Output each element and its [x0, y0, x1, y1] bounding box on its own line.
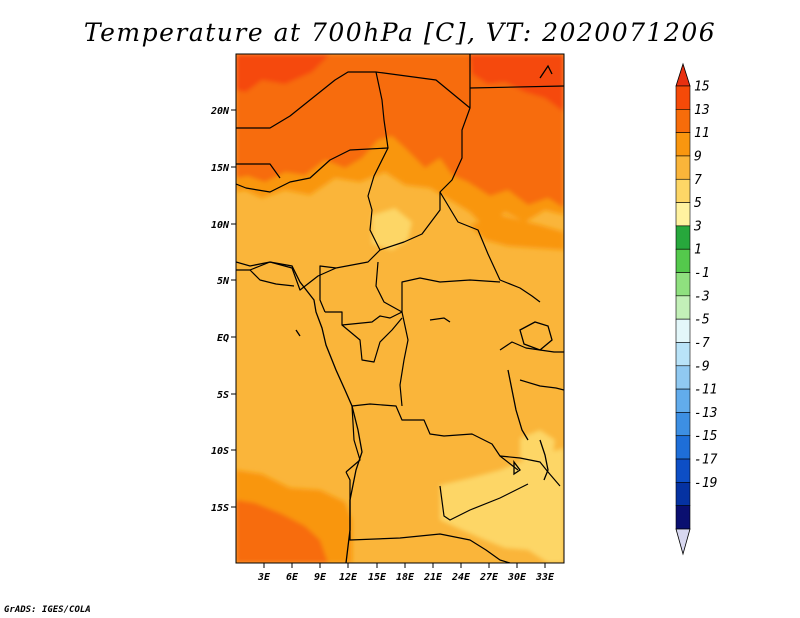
- colorbar-level-label: -1: [694, 266, 710, 281]
- colorbar-cell: [675, 318, 691, 343]
- colorbar-level-label: -19: [694, 476, 717, 491]
- colorbar-cell: [675, 295, 691, 320]
- y-tick-label: 5S: [217, 390, 229, 401]
- colorbar-cell: [675, 388, 691, 413]
- colorbar-level-label: -5: [694, 313, 710, 328]
- map-frame: [235, 53, 565, 564]
- colorbar-cell: [675, 132, 691, 157]
- hot-patch-southwest: [236, 500, 328, 563]
- colorbar-level-label: -13: [694, 406, 717, 421]
- colorbar-cell: [675, 225, 691, 250]
- country-borders: [236, 54, 564, 563]
- y-tick-label: 20N: [210, 106, 230, 117]
- x-tick-label: 24E: [451, 572, 471, 583]
- colorbar-cell: [675, 435, 691, 460]
- colorbar-cell: [675, 482, 691, 506]
- x-tick-label: 12E: [339, 572, 358, 583]
- cool-patch-southeast: [440, 448, 564, 563]
- lake-victoria-outline: [519, 321, 553, 351]
- cool-patch-east-highlands: [520, 430, 555, 466]
- x-tick-label: 15E: [368, 572, 387, 583]
- colorbar-cell: [675, 155, 691, 180]
- colorbar-cell: [675, 342, 691, 367]
- x-tick-label: 3E: [257, 572, 271, 583]
- colorbar-level-label: -7: [694, 336, 710, 351]
- lake-tanganyika-outline: [507, 369, 529, 441]
- y-tick-label: 10S: [211, 446, 229, 457]
- colorbar-level-label: 9: [694, 149, 702, 164]
- x-tick-label: 27E: [479, 572, 499, 583]
- x-tick-label: 21E: [423, 572, 443, 583]
- coastlines: [236, 64, 553, 563]
- colorbar-cell: [675, 365, 691, 390]
- colorbar-cell: [675, 109, 691, 133]
- y-tick-label: 10N: [211, 220, 230, 231]
- colorbar-cell: [675, 412, 691, 437]
- colorbar-level-label: -11: [694, 383, 717, 398]
- colorbar-cell: [675, 248, 691, 273]
- credit-label: GrADS: IGES/COLA: [4, 605, 91, 615]
- x-tick-label: 9E: [314, 572, 327, 583]
- colorbar-level-label: -15: [694, 429, 718, 444]
- x-tick-label: 30E: [507, 572, 527, 583]
- x-axis: 3E 6E 9E 12E 15E 18E 21E 24E 27E 30E 33E: [257, 563, 555, 583]
- y-tick-label: 5N: [217, 276, 230, 287]
- colorbar-labels: 15 13 11 9 7 5 3 1 -1 -3 -5 -7 -9 -11 -13 -15 -17 -19: [693, 80, 718, 491]
- cool-patch-north-central: [372, 208, 412, 250]
- colorbar-level-label: 1: [694, 243, 702, 258]
- colorbar-level-label: -17: [694, 453, 718, 468]
- x-tick-label: 6E: [286, 572, 299, 583]
- colorbar-cell: [675, 505, 691, 530]
- warm-patch-east: [470, 215, 564, 250]
- colorbar-level-label: 7: [694, 173, 702, 188]
- colorbar-level-label: 15: [694, 80, 710, 95]
- x-tick-label: 33E: [535, 572, 555, 583]
- colorbar-bottom-arrow: [675, 528, 691, 556]
- colorbar-level-label: -9: [694, 359, 710, 374]
- colorbar-cell: [675, 85, 691, 110]
- colorbar-cell: [675, 272, 691, 297]
- temperature-field: [236, 54, 564, 563]
- colorbar-level-label: 13: [694, 103, 710, 118]
- hottest-patch-nw: [236, 54, 330, 92]
- colorbar-cell: [675, 178, 691, 203]
- colorbar: 15 13 11 9 7 5 3 1 -1 -3 -5 -7 -9 -11 -13 -15 -17 -19: [675, 62, 718, 556]
- y-tick-label: 15S: [211, 503, 229, 514]
- x-tick-label: 18E: [396, 572, 415, 583]
- colorbar-level-label: 3: [693, 219, 702, 234]
- colorbar-level-label: -3: [694, 289, 710, 304]
- y-tick-label: 15N: [211, 163, 230, 174]
- colorbar-level-label: 5: [694, 196, 702, 211]
- chart-title: Temperature at 700hPa [C], VT: 202007120…: [84, 18, 716, 47]
- y-axis: 20N 15N 10N 5N EQ 5S 10S 15S: [210, 106, 236, 514]
- lake-malawi-outline: [539, 439, 549, 481]
- colorbar-level-label: 11: [694, 126, 710, 141]
- colorbar-cells: [675, 85, 691, 530]
- colorbar-cell: [675, 458, 691, 483]
- hottest-patch-ne: [470, 54, 564, 112]
- colorbar-top-arrow: [675, 62, 691, 87]
- map-panel: [236, 54, 564, 563]
- colorbar-cell: [675, 202, 691, 227]
- hot-band-north: [236, 54, 564, 208]
- y-tick-label: EQ: [217, 333, 229, 344]
